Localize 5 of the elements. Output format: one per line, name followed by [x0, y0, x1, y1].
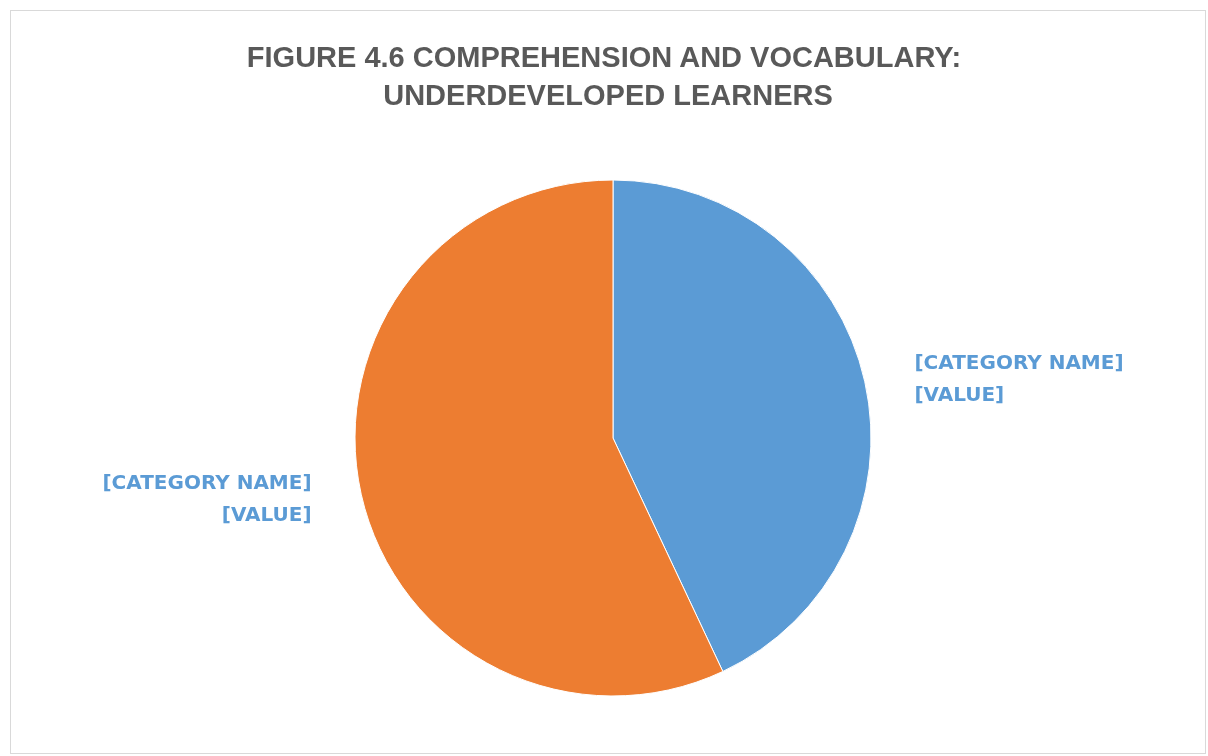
data-label: [VALUE]: [221, 501, 312, 526]
slice-label: [CATEGORY NAME]: [914, 350, 1124, 375]
slice-label: [CATEGORY NAME]: [102, 469, 312, 494]
data-label: [VALUE]: [914, 382, 1005, 407]
chart-title: FIGURE 4.6 COMPREHENSION AND VOCABULARY: UNDERDEVELOPED LEARNERS: [246, 41, 970, 111]
